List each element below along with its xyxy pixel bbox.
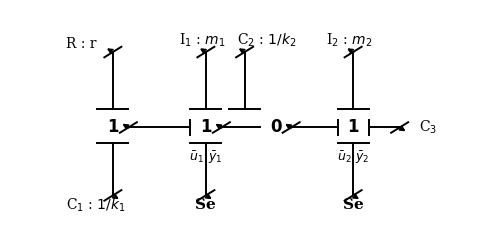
Text: I$_1$ : $m_1$: I$_1$ : $m_1$ [179, 32, 225, 49]
Text: I$_2$ : $m_2$: I$_2$ : $m_2$ [326, 32, 372, 49]
Text: C$_3$: C$_3$ [419, 119, 437, 136]
Text: C$_2$ : $1/k_2$: C$_2$ : $1/k_2$ [237, 32, 296, 49]
Text: $\bar{y}_1$: $\bar{y}_1$ [208, 149, 222, 166]
Text: 1: 1 [200, 119, 211, 136]
Text: Se: Se [343, 198, 363, 212]
Text: R : r: R : r [66, 37, 97, 51]
Text: $\bar{u}_2$: $\bar{u}_2$ [336, 150, 351, 165]
Text: $\bar{u}_1$: $\bar{u}_1$ [189, 150, 204, 165]
Text: 1: 1 [107, 119, 118, 136]
Text: 1: 1 [348, 119, 359, 136]
Text: C$_1$ : $1/k_1$: C$_1$ : $1/k_1$ [66, 196, 126, 214]
Text: $\bar{y}_2$: $\bar{y}_2$ [355, 149, 370, 166]
Text: 0: 0 [270, 119, 281, 136]
Text: Se: Se [196, 198, 216, 212]
